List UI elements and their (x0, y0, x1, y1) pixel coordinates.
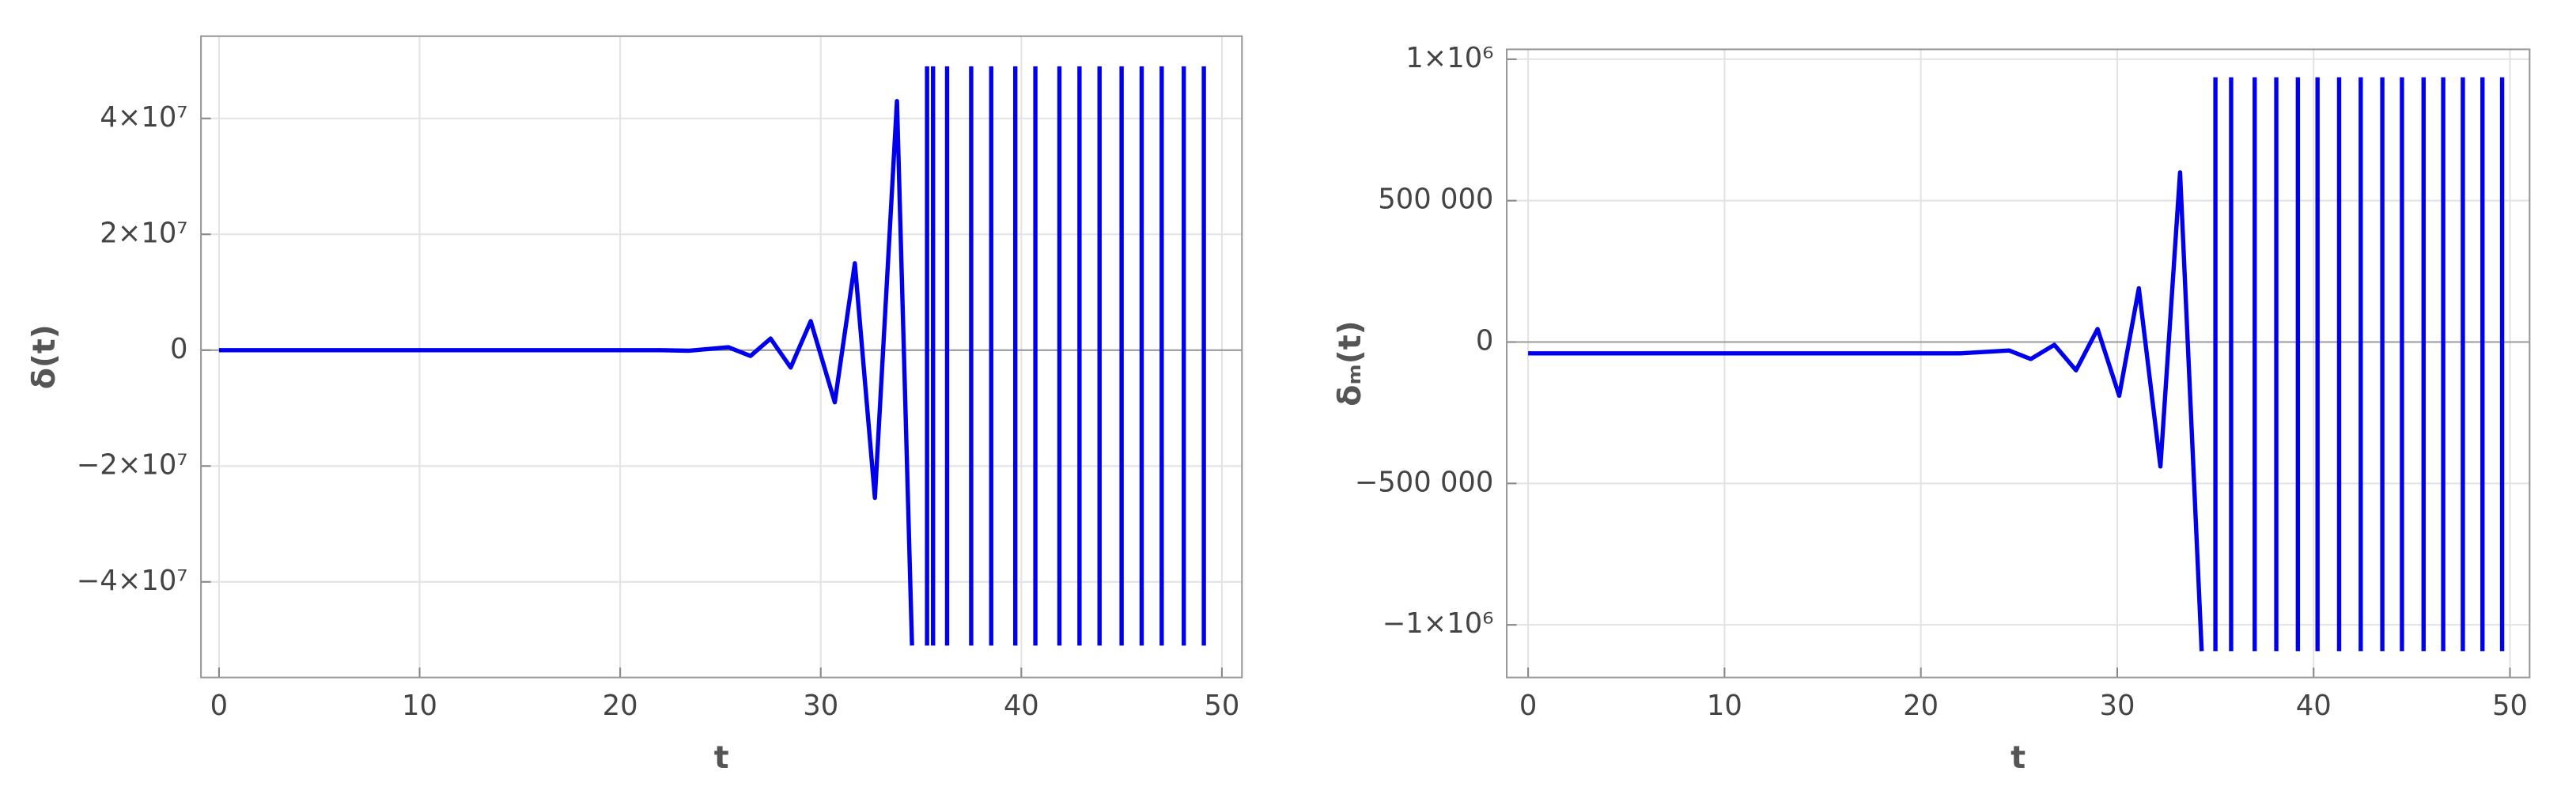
x-tick-label: 50 (2492, 690, 2528, 722)
y-tick-label: 1×10⁶ (1405, 42, 1493, 74)
y-tick-label: 4×10⁷ (100, 101, 187, 134)
y-tick-label: 500 000 (1378, 183, 1493, 216)
x-tick-label: 20 (603, 690, 638, 722)
x-tick-label: 10 (402, 690, 437, 722)
y-axis-title: δ(t) (26, 324, 62, 389)
y-tick-label: 2×10⁷ (100, 217, 187, 249)
x-tick-label: 10 (1707, 690, 1742, 722)
plot-frame (1506, 48, 2531, 679)
y-axis-title: δₘ(t) (1332, 320, 1368, 406)
chart-panel: 0 10 20 30 40 50 −4×10⁷ −2×10⁷ 0 2×10⁷ 4×10⁷ t δ(t) (26, 35, 1243, 776)
y-tick-label: −1×10⁶ (1383, 607, 1494, 640)
y-tick-label: −4×10⁷ (77, 565, 188, 597)
x-tick-label: 30 (803, 690, 838, 722)
y-tick-label: −500 000 (1355, 466, 1494, 498)
x-tick-label: 0 (210, 690, 228, 722)
x-tick-label: 40 (1004, 690, 1039, 722)
x-tick-label: 20 (1903, 690, 1939, 722)
x-axis-title: t (2010, 739, 2026, 776)
y-tick-label: 0 (170, 333, 187, 365)
y-tick-label: 0 (1476, 325, 1493, 357)
y-tick-label: −2×10⁷ (77, 448, 188, 481)
x-tick-label: 40 (2296, 690, 2332, 722)
x-axis-title: t (714, 739, 729, 776)
data-line (1528, 77, 2505, 652)
x-tick-label: 0 (1519, 690, 1537, 722)
x-tick-label: 50 (1204, 690, 1239, 722)
data-line (218, 66, 1206, 646)
chart-panel: 0 10 20 30 40 50 −1×10⁶ −500 000 0 500 000 1×10⁶ t δ… (1332, 42, 2531, 776)
x-tick-label: 30 (2099, 690, 2135, 722)
plot-frame (200, 35, 1243, 679)
